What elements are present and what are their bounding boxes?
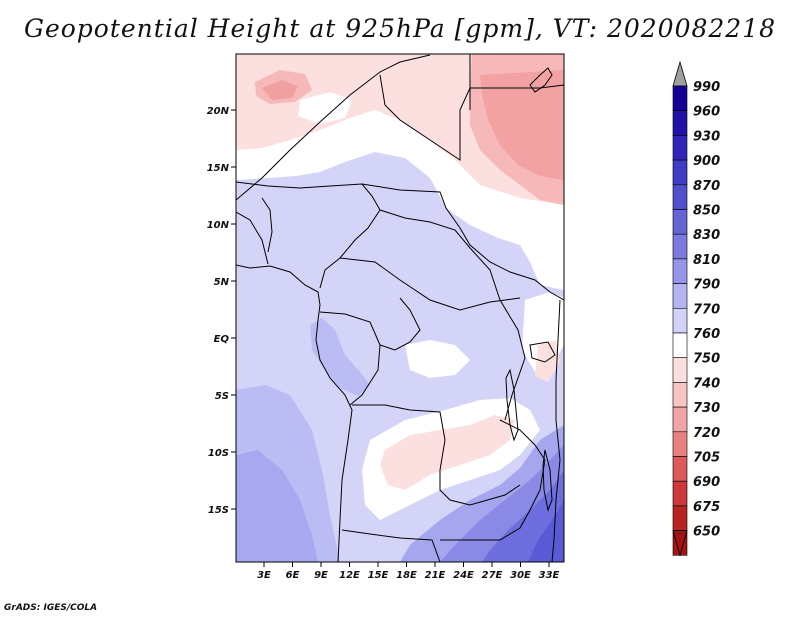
lon-label: 24E [453, 570, 474, 581]
field-730-nw [262, 80, 298, 100]
border-sahel-1 [236, 181, 381, 289]
border-central-2 [339, 257, 521, 311]
colorbar-swatch [672, 283, 688, 309]
colorbar-swatch [672, 110, 688, 136]
border-sahel-2 [361, 183, 564, 301]
lat-label: 20N [207, 106, 230, 117]
field-750-south-central [380, 415, 515, 490]
lon-label: 27E [482, 570, 503, 581]
lon-label: 15E [368, 570, 389, 581]
borders [236, 54, 564, 562]
height-field [236, 54, 564, 562]
colorbar-swatch [672, 85, 688, 112]
lake-malawi [542, 449, 553, 512]
colorbar-label: 960 [693, 105, 720, 120]
border-west-africa [236, 211, 269, 265]
colorbar-swatch [672, 258, 688, 284]
colorbar-label: 690 [693, 475, 720, 490]
colorbar-label: 650 [693, 525, 720, 540]
colorbar-swatch [672, 135, 688, 161]
field-770-coast [310, 318, 370, 396]
colorbar-swatch [672, 357, 688, 383]
colorbar-swatch [672, 332, 688, 359]
colorbar-label: 830 [693, 228, 720, 243]
colorbar-label: 675 [693, 500, 720, 515]
field-750-east [535, 340, 560, 382]
colorbar-label: 810 [693, 253, 720, 268]
colorbar-label: 790 [693, 278, 720, 293]
border-south-1 [352, 404, 521, 506]
border-south-2 [341, 529, 441, 562]
colorbar-swatch [672, 480, 688, 507]
lon-label: 3E [257, 570, 271, 581]
colorbar-swatch [672, 456, 688, 482]
latitude-axis: 20N 15N 10N 5N EQ 5S 10S 15S [207, 106, 236, 516]
lake-tanganyika [505, 368, 519, 442]
lon-label: 18E [396, 570, 417, 581]
field-810-southwest [236, 450, 318, 562]
colorbar-swatch [672, 431, 688, 457]
grads-credit: GrADS: IGES/COLA [4, 603, 98, 613]
map-frame [235, 53, 565, 563]
lat-label: 15N [207, 163, 230, 174]
colorbar-swatch [672, 382, 688, 408]
lat-label: 5N [214, 277, 230, 288]
colorbar-label: 770 [693, 302, 720, 317]
colorbar-label: 720 [693, 426, 720, 441]
lon-label: 21E [425, 570, 446, 581]
longitude-axis: 3E 6E 9E 12E 15E 18E 21E 24E 27E 30E 33E [257, 562, 560, 581]
lat-label: 10N [207, 220, 230, 231]
red-sea-coast [529, 67, 553, 93]
lon-label: 12E [339, 570, 360, 581]
east-coast [551, 299, 561, 562]
chart-title: Geopotential Height at 925hPa [gpm], VT:… [23, 14, 777, 43]
border-south-3 [440, 419, 546, 541]
lat-label: EQ [214, 334, 230, 345]
field-white-north-central [405, 340, 470, 378]
border-west-africa-2 [261, 197, 273, 253]
field-730-ne [480, 70, 564, 180]
field-white-patch-nw [298, 92, 352, 124]
colorbar-label: 750 [693, 352, 720, 367]
colorbar-swatch [672, 209, 688, 235]
lon-label: 6E [286, 570, 300, 581]
coastline-west [236, 264, 353, 562]
border-central-4 [379, 297, 421, 351]
colorbar-label: 760 [693, 327, 720, 342]
colorbar-label: 705 [693, 451, 720, 466]
lat-label: 10S [208, 448, 229, 459]
colorbar-swatch [672, 233, 688, 260]
colorbar-label: 900 [693, 154, 720, 169]
lon-label: 30E [510, 570, 531, 581]
lon-label: 33E [539, 570, 560, 581]
colorbar: 990 960 930 900 870 850 830 810 790 770 760 750 740 7… [672, 60, 720, 557]
border-central-1 [379, 209, 526, 421]
colorbar-swatch [672, 406, 688, 433]
colorbar-label: 730 [693, 401, 720, 416]
border-north-2 [379, 74, 564, 161]
colorbar-swatch [672, 184, 688, 210]
border-north-1 [236, 54, 431, 201]
colorbar-label: 990 [693, 80, 720, 95]
lat-label: 5S [215, 391, 229, 402]
colorbar-label: 870 [693, 179, 720, 194]
lon-label: 9E [314, 570, 328, 581]
colorbar-label: 740 [693, 376, 720, 391]
colorbar-swatch [672, 159, 688, 186]
colorbar-swatch [672, 307, 688, 334]
lat-label: 15S [208, 505, 229, 516]
colorbar-bottom-arrow [672, 530, 688, 557]
colorbar-label: 930 [693, 129, 720, 144]
colorbar-top-arrow [672, 60, 688, 87]
colorbar-label: 850 [693, 204, 720, 219]
lake-victoria [529, 341, 556, 363]
colorbar-swatch [672, 505, 688, 531]
